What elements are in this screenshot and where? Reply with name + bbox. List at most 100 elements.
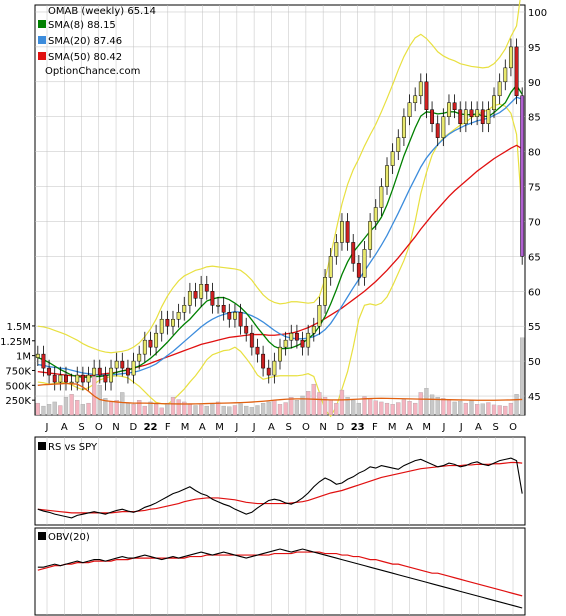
volume-bar — [170, 397, 176, 416]
price-candle — [334, 242, 339, 257]
bollinger-lower-line — [37, 103, 523, 418]
volume-bar — [356, 402, 361, 416]
obv-panel-frame — [34, 527, 526, 616]
price-candle — [317, 305, 322, 327]
volume-bar — [120, 392, 125, 416]
x-tick-label: M — [215, 422, 224, 433]
x-axis: J A S O N D 22 F M A M J J A S O N D 23 F M A M J J A S O — [45, 422, 518, 433]
volume-bar — [452, 401, 457, 416]
price-candle — [193, 291, 198, 299]
volume-bar — [137, 400, 142, 416]
x-tick-label: S — [493, 422, 499, 433]
price-tick-label: 90 — [528, 78, 541, 89]
volume-bar — [249, 407, 254, 416]
volume-bar — [125, 402, 131, 416]
volume-bar — [142, 405, 147, 416]
volume-bar — [401, 399, 407, 416]
volume-bar — [458, 401, 463, 416]
rs-legend-swatch — [38, 442, 46, 450]
volume-bar — [396, 402, 401, 416]
bollinger-upper-line — [37, 0, 521, 354]
volume-bar — [41, 405, 46, 416]
x-tick-label: S — [78, 422, 84, 433]
price-candle — [311, 325, 316, 334]
volume-bar — [153, 404, 159, 416]
price-candle — [300, 339, 305, 348]
volume-ma-line — [37, 382, 523, 405]
volume-bar — [424, 388, 429, 416]
price-candle — [165, 318, 170, 327]
rs-panel-frame — [34, 436, 526, 526]
obv-line — [37, 548, 523, 609]
price-candle — [244, 325, 249, 334]
price-candle — [272, 360, 277, 376]
price-candle — [187, 291, 192, 306]
volume-bar — [289, 397, 294, 416]
volume-bar — [339, 389, 345, 416]
volume-bar — [238, 403, 243, 416]
volume-bar — [215, 401, 221, 416]
price-candle — [452, 102, 457, 110]
x-tick-label: A — [268, 422, 275, 433]
price-candle — [441, 116, 446, 138]
price-candle — [424, 81, 429, 110]
price-candle — [385, 165, 389, 187]
price-candle — [306, 332, 311, 348]
volume-bar — [114, 400, 119, 416]
price-candle — [176, 311, 181, 320]
legend-swatch-sma20 — [38, 36, 46, 44]
price-tick-label: 95 — [528, 43, 541, 54]
price-candle — [137, 353, 142, 362]
price-tick-label: 65 — [528, 252, 541, 263]
price-candle — [120, 360, 125, 369]
price-tick-label: 50 — [528, 357, 541, 368]
volume-tick-label: 750K — [5, 366, 31, 377]
chart-legend: OMAB (weekly) 65.14 SMA(8) 88.15 SMA(20)… — [38, 6, 156, 77]
volume-bar — [306, 391, 311, 416]
price-candle — [148, 339, 153, 348]
volume-bar — [255, 405, 260, 416]
rs-panel — [34, 436, 526, 526]
price-candle — [131, 360, 136, 376]
price-candle — [435, 123, 440, 138]
chart-site-label: OptionChance.com — [45, 66, 140, 77]
volume-bar — [227, 406, 232, 416]
volume-bar — [345, 397, 350, 416]
x-tick-label: J — [252, 422, 256, 433]
volume-bar — [362, 396, 367, 416]
price-candle — [520, 95, 525, 257]
volume-bar — [429, 394, 435, 416]
volume-tick-label: 500K — [5, 381, 31, 392]
volume-bar — [272, 400, 277, 416]
price-candle — [447, 102, 451, 117]
volume-bar — [491, 404, 497, 416]
volume-bar — [159, 407, 164, 416]
price-candle — [401, 116, 406, 138]
volume-bar — [187, 404, 193, 416]
price-candle — [238, 311, 243, 327]
volume-bar — [446, 399, 452, 416]
volume-bar — [182, 401, 187, 416]
legend-swatch-sma50 — [38, 52, 46, 60]
price-candle — [86, 374, 91, 383]
volume-bar — [435, 397, 440, 416]
price-candle — [379, 186, 384, 208]
rs-panel-label: RS vs SPY — [48, 442, 98, 453]
price-candle — [413, 95, 418, 104]
volume-bar — [300, 395, 305, 416]
price-candle — [328, 256, 333, 278]
volume-bar — [80, 404, 85, 416]
price-candle — [75, 374, 80, 383]
volume-bar — [58, 405, 63, 416]
price-candle — [514, 46, 519, 97]
price-candle — [497, 81, 502, 97]
price-candle — [503, 67, 508, 83]
price-tick-label: 60 — [528, 287, 541, 298]
price-candle — [480, 109, 485, 124]
x-tick-label: F — [372, 422, 378, 433]
price-candle — [204, 284, 209, 292]
volume-bar — [475, 404, 480, 416]
volume-tick-label: 1M — [16, 352, 31, 363]
volume-bar — [384, 402, 390, 416]
